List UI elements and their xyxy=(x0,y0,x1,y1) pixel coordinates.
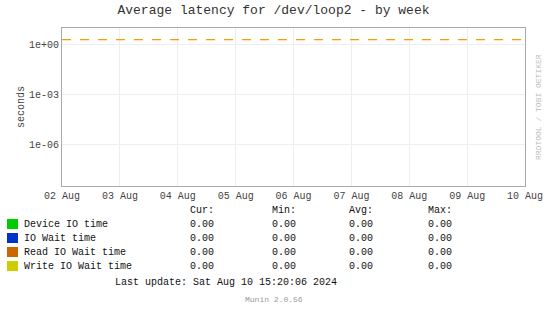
svg-text:1e-03: 1e-03 xyxy=(29,90,59,101)
svg-text:Read IO Wait time: Read IO Wait time xyxy=(24,247,126,258)
svg-text:1e-06: 1e-06 xyxy=(29,140,59,151)
svg-text:05 Aug: 05 Aug xyxy=(218,191,254,202)
svg-text:0.00: 0.00 xyxy=(349,247,373,258)
svg-text:seconds: seconds xyxy=(16,86,27,128)
svg-text:0.00: 0.00 xyxy=(190,219,214,230)
svg-text:Write IO Wait time: Write IO Wait time xyxy=(24,261,132,272)
svg-text:Avg:: Avg: xyxy=(349,205,373,216)
svg-text:IO Wait time: IO Wait time xyxy=(24,233,96,244)
svg-text:1e+00: 1e+00 xyxy=(29,40,59,51)
svg-text:07 Aug: 07 Aug xyxy=(333,191,369,202)
svg-text:0.00: 0.00 xyxy=(349,219,373,230)
svg-text:02 Aug: 02 Aug xyxy=(44,191,80,202)
svg-text:0.00: 0.00 xyxy=(272,247,296,258)
svg-text:Munin 2.0.56: Munin 2.0.56 xyxy=(245,295,303,304)
svg-text:0.00: 0.00 xyxy=(272,261,296,272)
svg-text:04 Aug: 04 Aug xyxy=(160,191,196,202)
svg-text:09 Aug: 09 Aug xyxy=(449,191,485,202)
svg-text:0.00: 0.00 xyxy=(428,247,452,258)
svg-text:0.00: 0.00 xyxy=(190,261,214,272)
svg-text:0.00: 0.00 xyxy=(190,233,214,244)
svg-text:0.00: 0.00 xyxy=(428,233,452,244)
svg-text:Average latency for /dev/loop2: Average latency for /dev/loop2 - by week xyxy=(117,3,429,18)
svg-text:0.00: 0.00 xyxy=(349,261,373,272)
svg-text:Max:: Max: xyxy=(428,205,452,216)
svg-text:Min:: Min: xyxy=(272,205,296,216)
svg-text:0.00: 0.00 xyxy=(349,233,373,244)
svg-text:0.00: 0.00 xyxy=(272,219,296,230)
svg-text:0.00: 0.00 xyxy=(428,261,452,272)
svg-text:Last update: Sat Aug 10 15:20:: Last update: Sat Aug 10 15:20:06 2024 xyxy=(115,277,337,288)
svg-text:0.00: 0.00 xyxy=(272,233,296,244)
svg-text:Device IO time: Device IO time xyxy=(24,219,108,230)
svg-text:Cur:: Cur: xyxy=(190,205,214,216)
svg-text:06 Aug: 06 Aug xyxy=(275,191,311,202)
svg-text:10 Aug: 10 Aug xyxy=(507,191,543,202)
svg-text:0.00: 0.00 xyxy=(190,247,214,258)
svg-text:RRDTOOL / TOBI OETIKER: RRDTOOL / TOBI OETIKER xyxy=(534,54,543,160)
svg-text:03 Aug: 03 Aug xyxy=(102,191,138,202)
svg-text:0.00: 0.00 xyxy=(428,219,452,230)
svg-text:08 Aug: 08 Aug xyxy=(391,191,427,202)
